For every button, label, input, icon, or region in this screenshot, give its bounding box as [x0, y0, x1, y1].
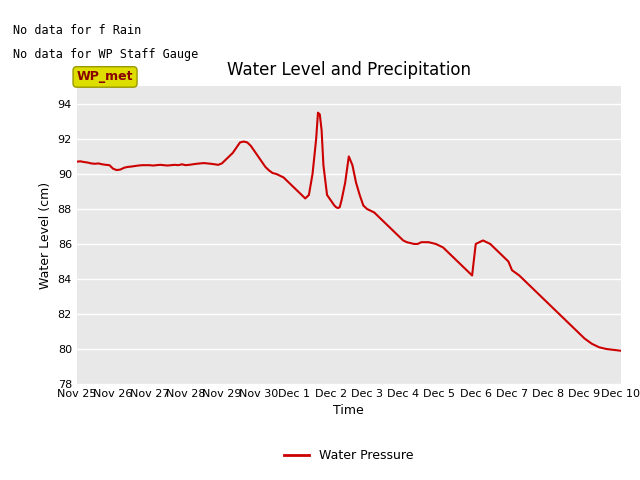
- X-axis label: Time: Time: [333, 405, 364, 418]
- Y-axis label: Water Level (cm): Water Level (cm): [39, 181, 52, 289]
- Text: No data for WP Staff Gauge: No data for WP Staff Gauge: [13, 48, 198, 60]
- Legend: Water Pressure: Water Pressure: [279, 444, 419, 467]
- Text: No data for f Rain: No data for f Rain: [13, 24, 141, 36]
- Text: WP_met: WP_met: [77, 71, 133, 84]
- Title: Water Level and Precipitation: Water Level and Precipitation: [227, 61, 471, 79]
